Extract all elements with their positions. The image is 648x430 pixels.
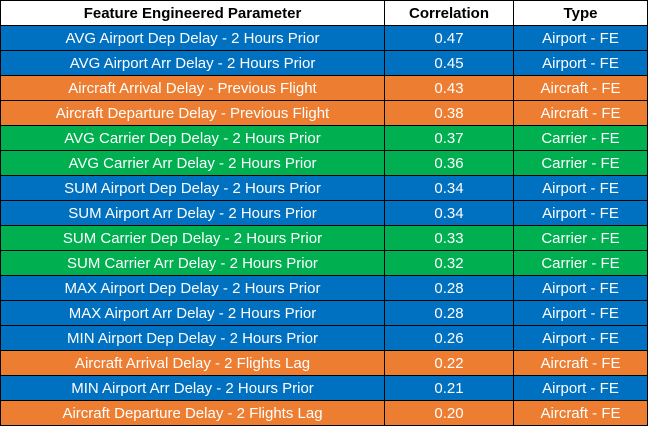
table-row: AVG Carrier Arr Delay - 2 Hours Prior 0.3… bbox=[0, 150, 648, 176]
type-cell: Airport - FE bbox=[513, 375, 648, 401]
table-row: MIN Airport Dep Delay - 2 Hours Prior 0.2… bbox=[0, 325, 648, 351]
parameter-cell: AVG Airport Dep Delay - 2 Hours Prior bbox=[0, 25, 385, 51]
table-row: AVG Carrier Dep Delay - 2 Hours Prior 0.3… bbox=[0, 125, 648, 151]
correlation-cell: 0.47 bbox=[384, 25, 514, 51]
table-row: SUM Carrier Arr Delay - 2 Hours Prior 0.3… bbox=[0, 250, 648, 276]
table-row: SUM Airport Arr Delay - 2 Hours Prior 0.3… bbox=[0, 200, 648, 226]
correlation-cell: 0.28 bbox=[384, 275, 514, 301]
table-body: AVG Airport Dep Delay - 2 Hours Prior 0.4… bbox=[0, 25, 648, 426]
correlation-cell: 0.43 bbox=[384, 75, 514, 101]
parameter-cell: AVG Airport Arr Delay - 2 Hours Prior bbox=[0, 50, 385, 76]
header-parameter: Feature Engineered Parameter bbox=[0, 0, 385, 26]
correlation-cell: 0.28 bbox=[384, 300, 514, 326]
parameter-cell: SUM Airport Dep Delay - 2 Hours Prior bbox=[0, 175, 385, 201]
type-cell: Carrier - FE bbox=[513, 225, 648, 251]
header-correlation: Correlation bbox=[384, 0, 514, 26]
type-cell: Airport - FE bbox=[513, 275, 648, 301]
type-cell: Airport - FE bbox=[513, 200, 648, 226]
header-type: Type bbox=[513, 0, 648, 26]
correlation-cell: 0.33 bbox=[384, 225, 514, 251]
type-cell: Airport - FE bbox=[513, 325, 648, 351]
parameter-cell: Aircraft Arrival Delay - 2 Flights Lag bbox=[0, 350, 385, 376]
type-cell: Aircraft - FE bbox=[513, 75, 648, 101]
type-cell: Carrier - FE bbox=[513, 150, 648, 176]
table-row: Aircraft Arrival Delay - Previous Flight… bbox=[0, 75, 648, 101]
table-row: MIN Airport Arr Delay - 2 Hours Prior 0.2… bbox=[0, 375, 648, 401]
table-row: AVG Airport Dep Delay - 2 Hours Prior 0.4… bbox=[0, 25, 648, 51]
parameter-cell: MIN Airport Arr Delay - 2 Hours Prior bbox=[0, 375, 385, 401]
table-row: Aircraft Departure Delay - Previous Flig… bbox=[0, 100, 648, 126]
table-row: Aircraft Arrival Delay - 2 Flights Lag 0.… bbox=[0, 350, 648, 376]
type-cell: Aircraft - FE bbox=[513, 400, 648, 426]
correlation-cell: 0.38 bbox=[384, 100, 514, 126]
parameter-cell: SUM Carrier Arr Delay - 2 Hours Prior bbox=[0, 250, 385, 276]
type-cell: Carrier - FE bbox=[513, 125, 648, 151]
parameter-cell: AVG Carrier Arr Delay - 2 Hours Prior bbox=[0, 150, 385, 176]
correlation-cell: 0.20 bbox=[384, 400, 514, 426]
parameter-cell: Aircraft Departure Delay - 2 Flights Lag bbox=[0, 400, 385, 426]
parameter-cell: Aircraft Arrival Delay - Previous Flight bbox=[0, 75, 385, 101]
correlation-cell: 0.34 bbox=[384, 200, 514, 226]
type-cell: Aircraft - FE bbox=[513, 100, 648, 126]
table-row: Aircraft Departure Delay - 2 Flights Lag… bbox=[0, 400, 648, 426]
header-row: Feature Engineered Parameter Correlation… bbox=[0, 0, 648, 26]
table-row: SUM Carrier Dep Delay - 2 Hours Prior 0.3… bbox=[0, 225, 648, 251]
table-row: AVG Airport Arr Delay - 2 Hours Prior 0.4… bbox=[0, 50, 648, 76]
parameter-cell: AVG Carrier Dep Delay - 2 Hours Prior bbox=[0, 125, 385, 151]
type-cell: Carrier - FE bbox=[513, 250, 648, 276]
type-cell: Aircraft - FE bbox=[513, 350, 648, 376]
type-cell: Airport - FE bbox=[513, 50, 648, 76]
type-cell: Airport - FE bbox=[513, 25, 648, 51]
correlation-cell: 0.26 bbox=[384, 325, 514, 351]
table-row: MAX Airport Dep Delay - 2 Hours Prior 0.2… bbox=[0, 275, 648, 301]
correlation-cell: 0.34 bbox=[384, 175, 514, 201]
parameter-cell: MAX Airport Dep Delay - 2 Hours Prior bbox=[0, 275, 385, 301]
table-row: MAX Airport Arr Delay - 2 Hours Prior 0.2… bbox=[0, 300, 648, 326]
correlation-cell: 0.32 bbox=[384, 250, 514, 276]
correlation-cell: 0.21 bbox=[384, 375, 514, 401]
correlation-cell: 0.36 bbox=[384, 150, 514, 176]
correlation-cell: 0.45 bbox=[384, 50, 514, 76]
table-row: SUM Airport Dep Delay - 2 Hours Prior 0.3… bbox=[0, 175, 648, 201]
type-cell: Airport - FE bbox=[513, 300, 648, 326]
parameter-cell: MIN Airport Dep Delay - 2 Hours Prior bbox=[0, 325, 385, 351]
type-cell: Airport - FE bbox=[513, 175, 648, 201]
parameter-cell: Aircraft Departure Delay - Previous Flig… bbox=[0, 100, 385, 126]
parameter-cell: SUM Airport Arr Delay - 2 Hours Prior bbox=[0, 200, 385, 226]
correlation-cell: 0.37 bbox=[384, 125, 514, 151]
correlation-cell: 0.22 bbox=[384, 350, 514, 376]
parameter-cell: SUM Carrier Dep Delay - 2 Hours Prior bbox=[0, 225, 385, 251]
parameter-cell: MAX Airport Arr Delay - 2 Hours Prior bbox=[0, 300, 385, 326]
